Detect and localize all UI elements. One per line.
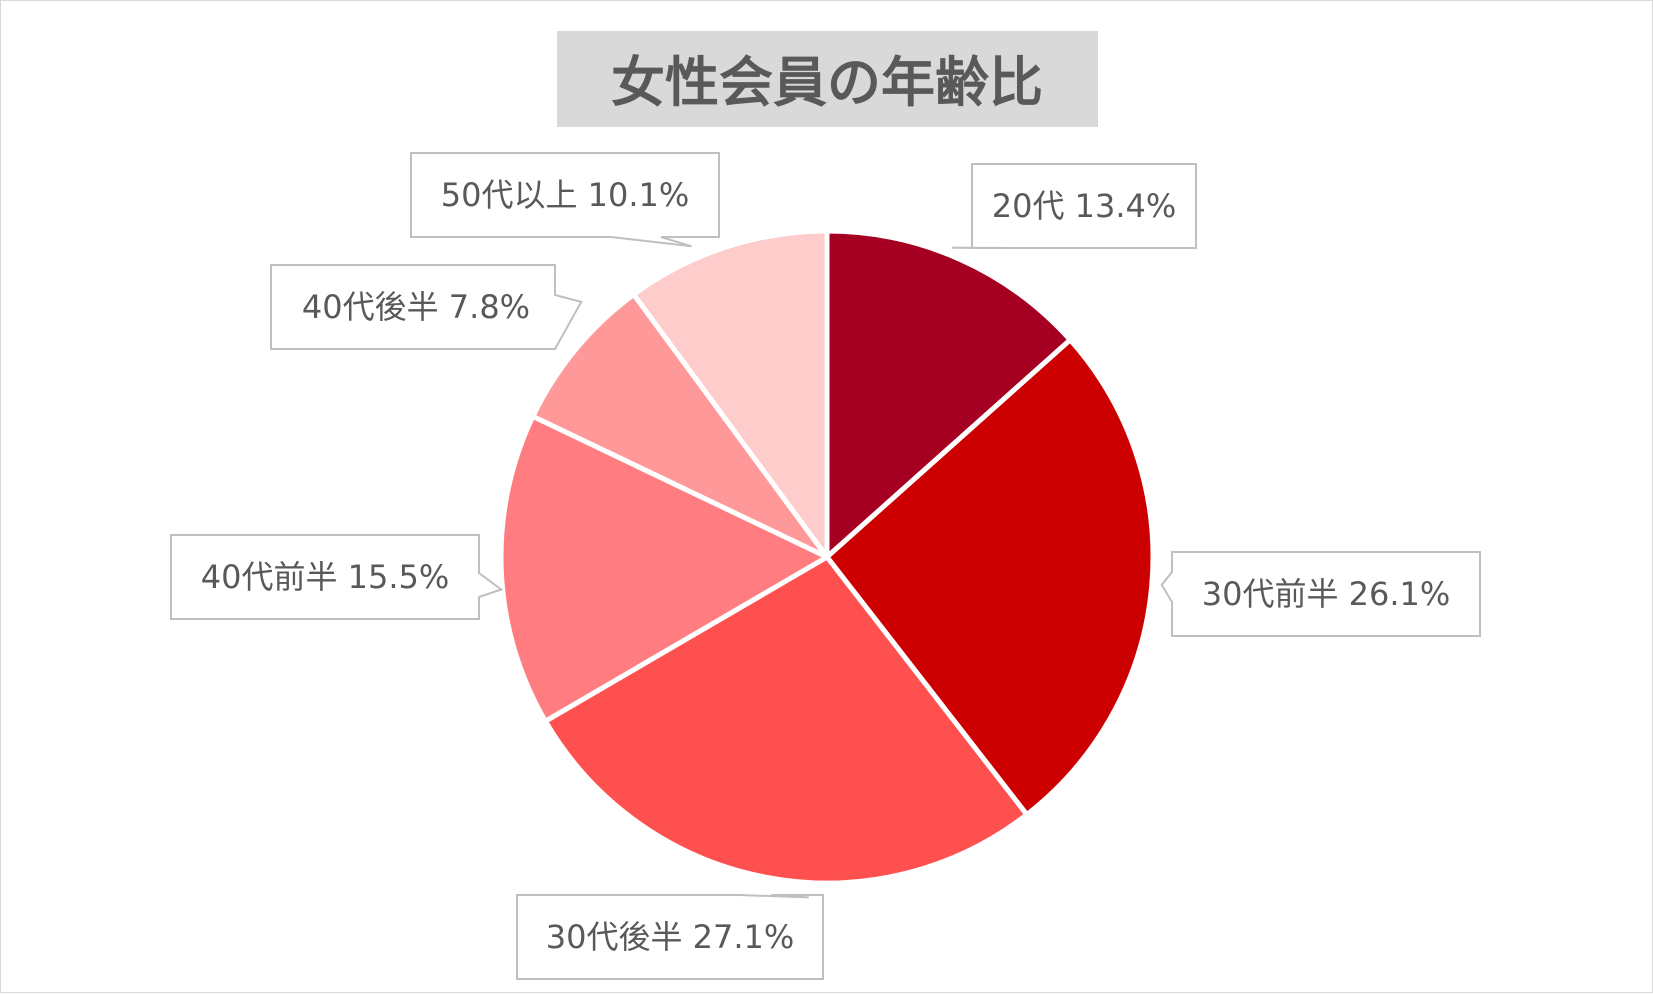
data-label-text: 30代後半 27.1% <box>546 918 795 956</box>
chart-title: 女性会員の年齢比 <box>611 51 1043 114</box>
pie-slice-1 <box>824 228 1073 560</box>
data-label-box <box>170 534 504 620</box>
data-label-callout-6: 50代以上 10.1% <box>410 152 720 248</box>
data-label-box <box>516 894 824 980</box>
data-labels: 20代 13.4% 30代前半 26.1% 30代後半 27.1% 40代前半 15.… <box>170 152 1481 980</box>
data-label-callout-5: 40代後半 7.8% <box>270 264 583 350</box>
data-label-callout-3: 30代後半 27.1% <box>516 894 824 980</box>
pie-slice-2 <box>824 337 1156 818</box>
data-label-box <box>1160 551 1481 637</box>
data-label-text: 50代以上 10.1% <box>441 176 690 214</box>
chart-title-background <box>557 31 1098 127</box>
data-label-box <box>410 152 720 248</box>
pie-slices <box>498 228 1156 886</box>
pie-slice-3 <box>542 554 1030 886</box>
chart-title-group: 女性会員の年齢比 <box>557 31 1098 127</box>
data-label-callout-2: 30代前半 26.1% <box>1160 551 1481 637</box>
data-label-text: 20代 13.4% <box>992 187 1177 225</box>
data-label-callout-4: 40代前半 15.5% <box>170 534 504 620</box>
pie-slice-4 <box>498 413 830 724</box>
data-label-box <box>270 264 583 350</box>
data-label-text: 40代前半 15.5% <box>201 558 450 596</box>
data-label-callout-1: 20代 13.4% <box>952 163 1197 249</box>
data-label-text: 40代後半 7.8% <box>302 288 530 326</box>
pie-slice-5 <box>530 291 830 560</box>
data-label-box <box>952 163 1197 249</box>
data-label-text: 30代前半 26.1% <box>1202 575 1451 613</box>
pie-slice-6 <box>631 228 830 560</box>
